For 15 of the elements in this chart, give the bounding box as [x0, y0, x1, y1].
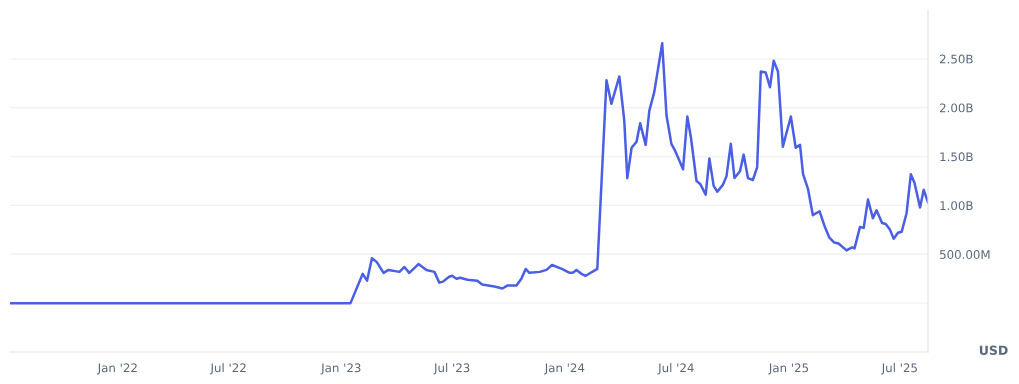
line-series — [10, 41, 928, 305]
y-tick-label: 2.50B — [939, 54, 973, 64]
x-tick-label: Jul '23 — [433, 363, 470, 375]
x-tick-label: Jul '25 — [881, 363, 917, 375]
y-tick-label: 1.50B — [940, 152, 973, 162]
y-tick-label: 1.00B — [940, 201, 973, 211]
text: USD — [979, 345, 1008, 355]
y-tick-label: 2.00B — [939, 103, 973, 113]
y-tick-label: 500.00M — [940, 250, 990, 259]
x-tick-label: Jul '22 — [209, 363, 246, 375]
x-tick-label: Jan '25 — [768, 363, 809, 375]
x-tick-label: Jan '24 — [544, 363, 585, 375]
x-tick-label: Jan '23 — [320, 363, 361, 375]
x-tick-label: Jul '24 — [657, 363, 694, 375]
x-tick-label: Jan '22 — [97, 363, 137, 375]
